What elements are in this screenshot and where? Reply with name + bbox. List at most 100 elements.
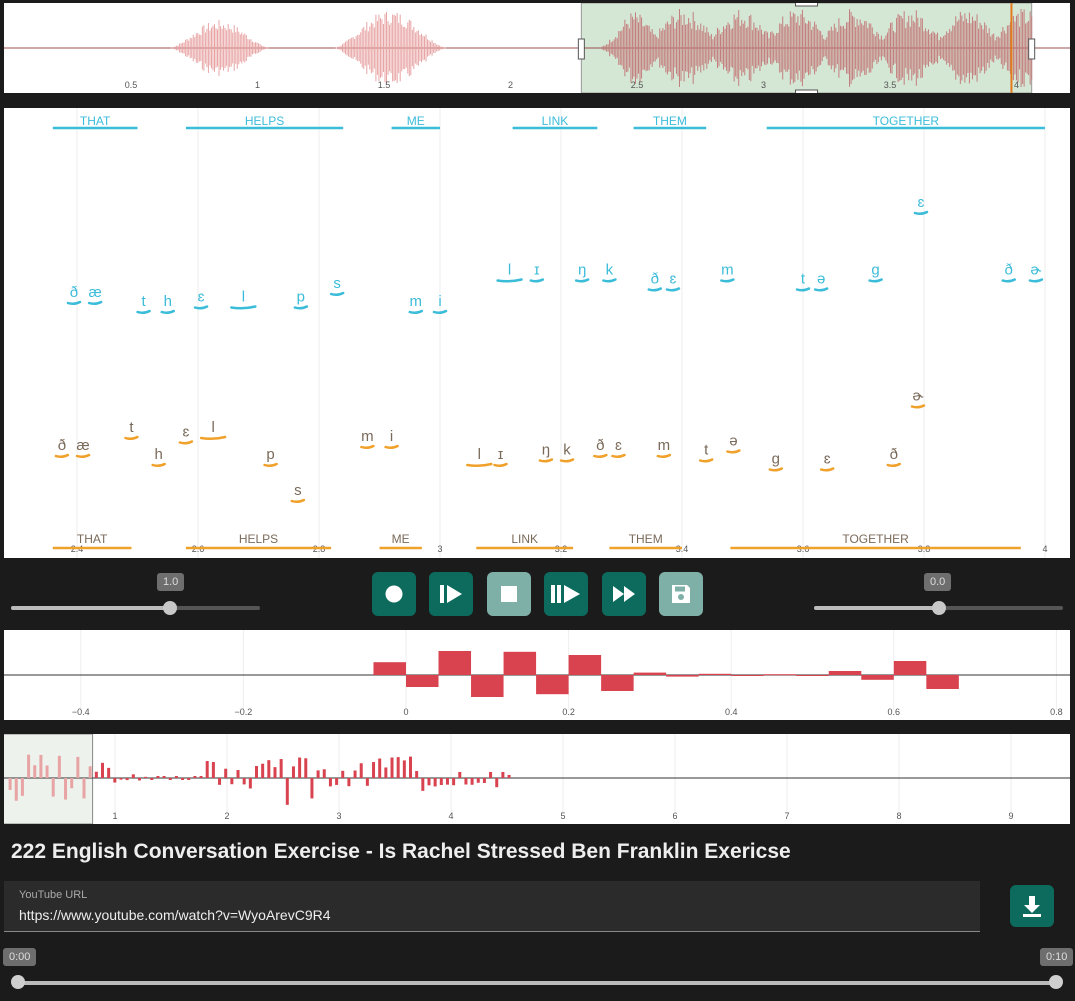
reference-phone-label: ɚ [1030, 262, 1042, 279]
user-phone-label: ɪ [498, 446, 503, 463]
reference-phone-label: k [606, 262, 614, 279]
reference-phone-label: ð [651, 271, 659, 288]
correlation-tick-label: 0.2 [562, 707, 575, 717]
selection-bottom-handle [795, 89, 819, 97]
correlation-tick-label: 0.8 [1050, 707, 1063, 717]
recording-wave-bar [495, 778, 499, 788]
recording-tick-label: 2 [224, 811, 229, 821]
user-pitch-contour [768, 467, 784, 472]
recording-wave-bar [476, 778, 480, 783]
correlation-bar [861, 675, 894, 680]
youtube-url-field[interactable]: YouTube URL https://www.youtube.com/watc… [4, 881, 980, 932]
reference-word-label: LINK [542, 114, 569, 128]
user-pitch-contour [819, 467, 835, 472]
reference-pitch-contour [329, 291, 345, 297]
overview-waveform-svg[interactable]: 0.5 1 1.5 2 2.5 3 3.5 4 [4, 0, 1070, 97]
time-range-start-knob[interactable] [11, 975, 25, 989]
reference-pitch-contour [665, 287, 681, 292]
save-button[interactable] [659, 572, 703, 616]
correlation-svg: −0.4 −0.2 0 0.2 0.4 0.6 0.8 [4, 630, 1070, 717]
correlation-bar [601, 675, 634, 691]
time-range-end-knob[interactable] [1049, 975, 1063, 989]
user-phone-label: ð [58, 437, 66, 454]
reference-word-label: THEM [653, 114, 687, 128]
reference-pitch-contour [868, 278, 883, 283]
recording-wave-bar [310, 778, 314, 799]
offset-slider-knob[interactable] [931, 601, 946, 615]
time-range-slider[interactable] [18, 981, 1056, 985]
reference-pitch-contour [408, 309, 424, 315]
recording-tick-label: 5 [560, 811, 565, 821]
recording-wave-bar [279, 759, 283, 778]
recording-wave-bar [27, 754, 31, 778]
play-reference-button[interactable] [429, 572, 473, 616]
download-button[interactable] [1010, 885, 1054, 927]
recording-tick-label: 9 [1008, 811, 1013, 821]
fast-forward-button[interactable] [602, 572, 646, 616]
reference-phone-label: p [297, 289, 305, 306]
reference-pitch-contour [1001, 278, 1016, 283]
recording-wave-bar [131, 774, 135, 778]
user-pitch-contour [593, 453, 608, 459]
recording-wave-bar [113, 778, 117, 783]
recording-wave-bar [322, 769, 326, 778]
reference-pitch-contour [160, 309, 175, 315]
correlation-tick-label: −0.2 [235, 707, 253, 717]
recording-wave-bar [211, 762, 215, 778]
user-phone-label: h [155, 446, 163, 463]
speed-slider[interactable] [11, 601, 260, 615]
user-word-label: HELPS [239, 532, 278, 546]
video-title: 222 English Conversation Exercise - Is R… [11, 840, 791, 863]
recording-wave-bar [353, 770, 357, 778]
user-word-label: ME [392, 532, 410, 546]
reference-pitch-contour [913, 210, 929, 216]
correlation-bar [471, 675, 504, 697]
recording-wave-bar [359, 763, 363, 778]
reference-pitch-contour [1028, 278, 1044, 283]
user-word-label: THAT [77, 532, 108, 546]
user-pitch-contour [538, 458, 554, 463]
recording-wave-bar [464, 778, 468, 785]
recording-wave-bar [107, 767, 111, 778]
reference-pitch-contour [720, 278, 735, 283]
double-play-bar-icon [551, 585, 580, 603]
record-button[interactable] [372, 572, 416, 616]
recording-selection [2, 733, 94, 825]
recording-wave-bar [341, 770, 345, 778]
correlation-tick-label: 0.6 [888, 707, 901, 717]
overview-tick-label: 1 [255, 80, 260, 90]
play-both-button[interactable] [544, 572, 588, 616]
recording-wave-bar [390, 757, 394, 778]
correlation-tick-label: 0.4 [725, 707, 738, 717]
reference-phone-label: ɛ [918, 194, 925, 211]
reference-pitch-contour [432, 309, 448, 315]
stop-button[interactable] [487, 572, 531, 616]
reference-pitch-contour [66, 300, 82, 306]
youtube-url-input[interactable]: https://www.youtube.com/watch?v=WyoArevC… [19, 907, 331, 923]
user-pitch-contour [493, 462, 508, 468]
reference-phone-label: m [410, 293, 423, 310]
recording-wave-bar [316, 770, 320, 778]
user-phone-label: ɛ [824, 451, 831, 468]
recording-tick-label: 6 [672, 811, 677, 821]
recording-wave-bar [101, 762, 104, 778]
reference-phone-label: ɪ [534, 262, 539, 279]
reference-word-label: TOGETHER [873, 114, 940, 128]
user-pitch-contour [466, 462, 493, 468]
recording-waveform[interactable]: 1 2 3 4 5 6 7 8 9 [2, 733, 1070, 825]
offset-slider-fill [814, 606, 939, 610]
pitch-tick-label: 4 [1042, 544, 1047, 554]
recording-tick-label: 7 [784, 811, 789, 821]
speed-slider-knob[interactable] [163, 601, 178, 615]
reference-pitch-contour [136, 309, 151, 315]
recording-wave-bar [218, 778, 222, 785]
user-phone-label: ð [596, 437, 604, 454]
offset-slider[interactable] [814, 601, 1063, 615]
correlation-bar [828, 671, 862, 675]
recording-wave-bar [501, 771, 505, 778]
user-phone-label: t [704, 442, 709, 459]
recording-waveform-svg[interactable]: 1 2 3 4 5 6 7 8 9 [2, 733, 1070, 825]
user-pitch-contour [656, 453, 672, 459]
overview-waveform[interactable]: 0.5 1 1.5 2 2.5 3 3.5 4 [4, 0, 1070, 97]
recording-wave-bar [33, 765, 37, 778]
